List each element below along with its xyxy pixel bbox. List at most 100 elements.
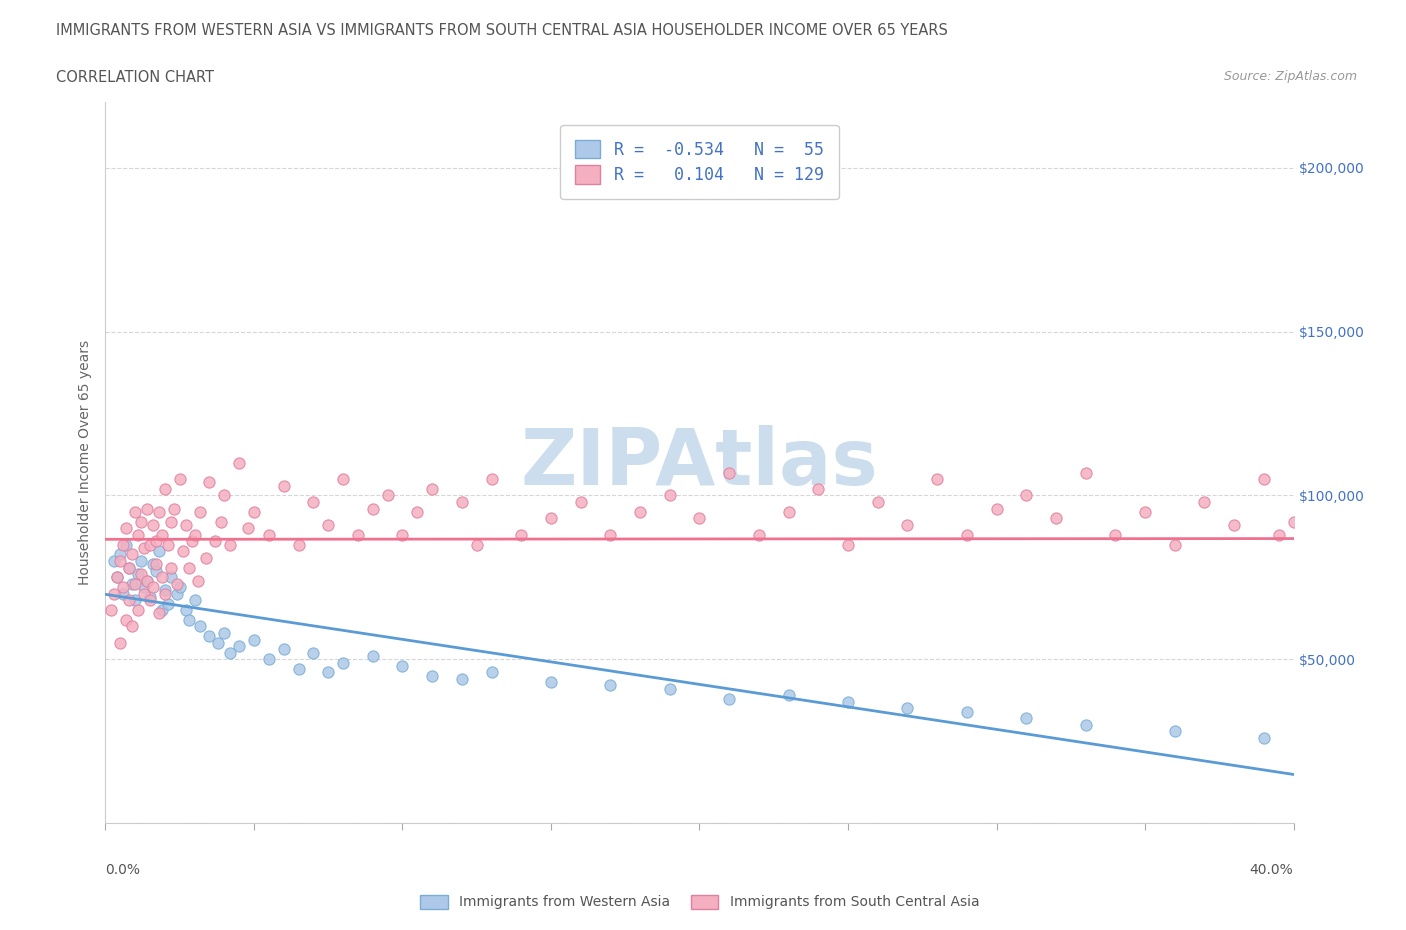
Point (257, 527, 280, 542)
Point (110, 553, 132, 568)
Point (347, 527, 370, 542)
Point (236, 521, 259, 536)
Point (112, 538, 135, 552)
Point (129, 566, 152, 581)
Point (302, 645, 325, 660)
Point (837, 538, 859, 552)
Point (481, 665, 503, 680)
Point (1133, 504, 1156, 519)
Point (332, 655, 354, 670)
Point (198, 475, 221, 490)
Point (599, 527, 621, 542)
Point (377, 488, 399, 503)
Point (391, 658, 413, 673)
Point (748, 527, 770, 542)
Point (658, 488, 681, 503)
Point (174, 603, 197, 618)
Point (956, 527, 979, 542)
Point (163, 501, 186, 516)
Point (177, 560, 200, 575)
Point (150, 527, 173, 542)
Point (136, 573, 159, 588)
Point (124, 504, 146, 519)
Point (112, 579, 135, 594)
Point (112, 586, 135, 601)
Point (1015, 711, 1038, 725)
Point (1267, 527, 1289, 542)
Point (129, 553, 152, 568)
Point (1253, 472, 1275, 486)
Point (689, 511, 711, 525)
Point (1164, 538, 1187, 552)
Point (118, 592, 141, 607)
Point (127, 603, 149, 618)
Text: Source: ZipAtlas.com: Source: ZipAtlas.com (1223, 70, 1357, 83)
Point (139, 590, 162, 604)
Point (1194, 495, 1216, 510)
Text: CORRELATION CHART: CORRELATION CHART (56, 70, 214, 85)
Point (139, 538, 162, 552)
Point (150, 603, 173, 618)
Point (450, 671, 472, 686)
Point (166, 577, 188, 591)
Point (302, 495, 325, 510)
Point (287, 661, 309, 676)
Point (510, 527, 533, 542)
Point (465, 538, 488, 552)
Point (121, 577, 143, 591)
Point (481, 472, 503, 486)
Point (148, 504, 170, 519)
Point (190, 504, 212, 519)
Point (1298, 538, 1320, 552)
Point (169, 579, 191, 594)
Point (1104, 527, 1126, 542)
Text: IMMIGRANTS FROM WESTERN ASIA VS IMMIGRANTS FROM SOUTH CENTRAL ASIA HOUSEHOLDER I: IMMIGRANTS FROM WESTERN ASIA VS IMMIGRAN… (56, 23, 948, 38)
Text: ZIPAtlas: ZIPAtlas (520, 425, 879, 500)
Point (406, 504, 429, 519)
Text: 40.0%: 40.0% (1250, 863, 1294, 877)
Point (105, 570, 128, 585)
Point (332, 472, 354, 486)
Point (148, 606, 170, 621)
Point (124, 592, 146, 607)
Point (986, 501, 1008, 516)
Point (778, 504, 800, 519)
Point (150, 570, 173, 585)
Point (136, 501, 159, 516)
Point (103, 586, 125, 601)
Point (142, 517, 165, 532)
Point (156, 538, 179, 552)
Point (142, 579, 165, 594)
Point (132, 579, 155, 594)
Point (148, 544, 170, 559)
Point (190, 619, 212, 634)
Point (180, 534, 202, 549)
Point (100, 603, 122, 618)
Point (316, 517, 339, 532)
Point (183, 592, 205, 607)
Point (105, 570, 128, 585)
Point (183, 527, 205, 542)
Point (156, 596, 179, 611)
Point (127, 527, 149, 542)
Point (118, 560, 141, 575)
Point (136, 573, 159, 588)
Point (228, 639, 250, 654)
Point (219, 645, 242, 660)
Point (127, 566, 149, 581)
Point (866, 495, 889, 510)
Point (159, 514, 181, 529)
Point (172, 544, 194, 559)
Point (956, 704, 979, 719)
Point (540, 675, 562, 690)
Point (228, 456, 250, 471)
Point (1341, 501, 1364, 516)
Point (837, 695, 859, 710)
Point (110, 547, 132, 562)
Point (807, 482, 830, 497)
Point (1400, 504, 1406, 519)
Point (896, 517, 918, 532)
Point (273, 478, 295, 493)
Point (207, 635, 229, 650)
Point (420, 482, 443, 497)
